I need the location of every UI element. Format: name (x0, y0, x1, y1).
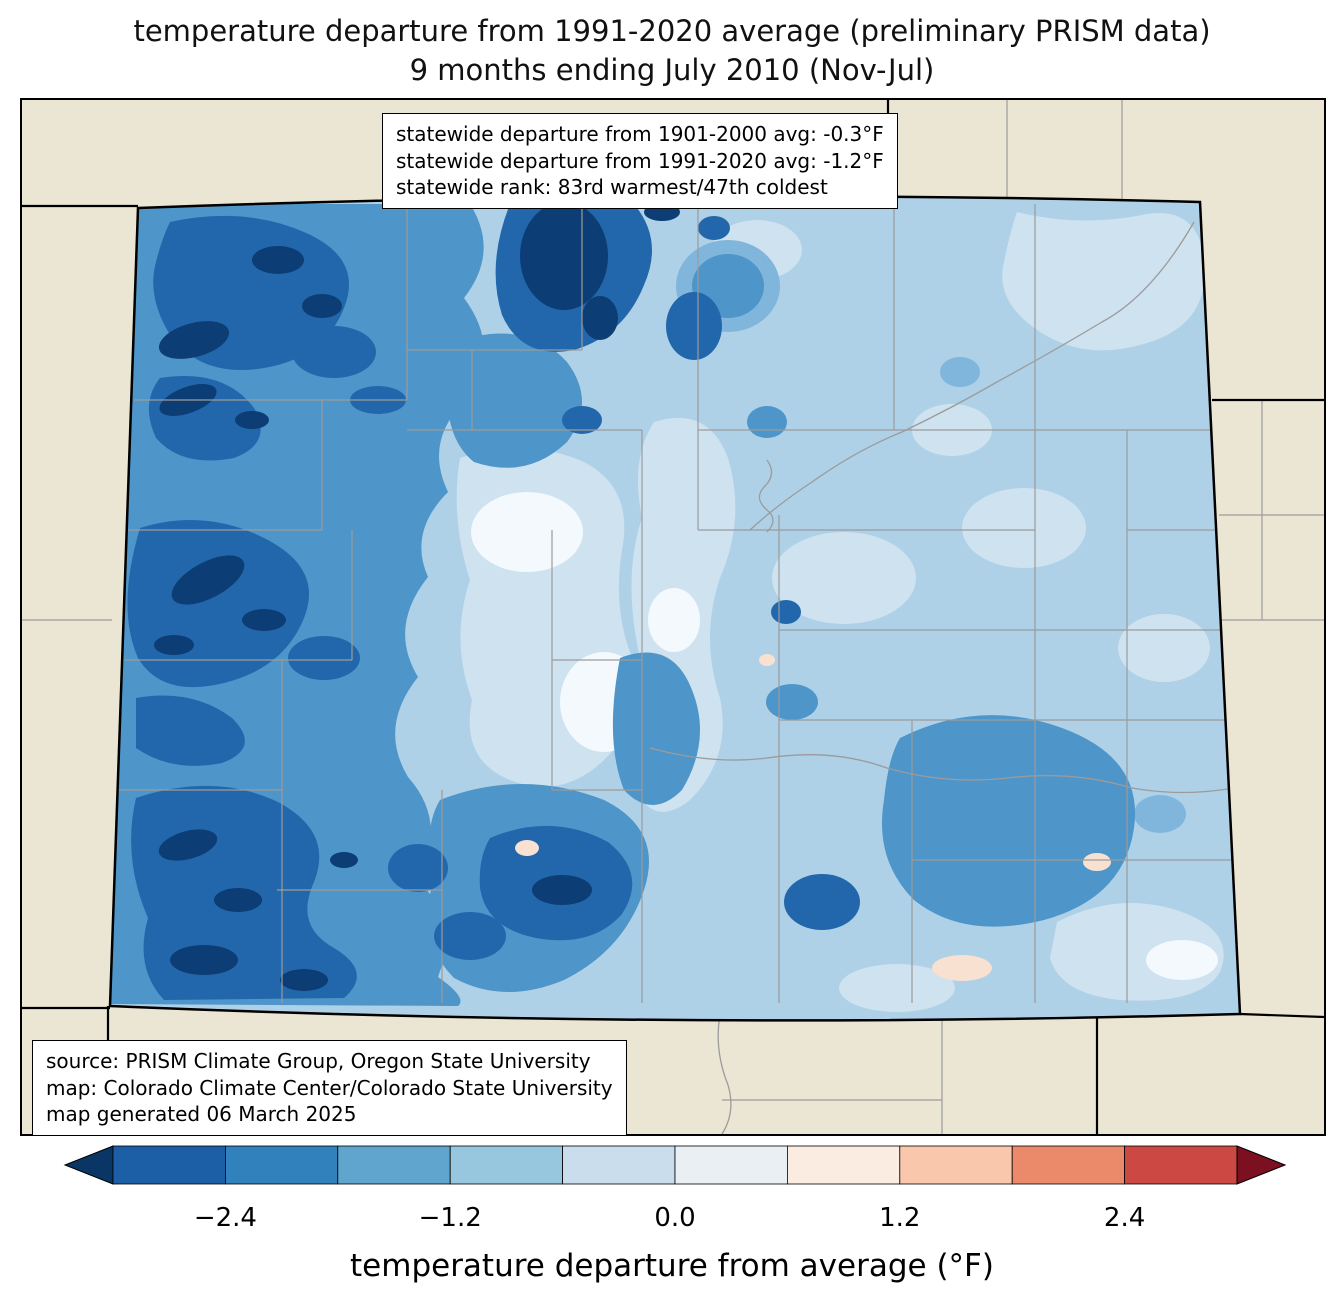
source-line-3: map generated 06 March 2025 (46, 1102, 357, 1127)
colorbar-segment (674, 1145, 788, 1185)
colorbar-segment (1124, 1145, 1238, 1185)
stats-line-3: statewide rank: 83rd warmest/47th coldes… (396, 175, 828, 200)
colorbar-segment (337, 1145, 451, 1185)
contour-pink-group (515, 654, 1111, 981)
map-panel: statewide departure from 1901-2000 avg: … (20, 98, 1326, 1136)
colorbar-tick-labels: −2.4 −1.2 0.0 1.2 2.4 (194, 1203, 1145, 1233)
source-line-1: source: PRISM Climate Group, Oregon Stat… (46, 1049, 591, 1073)
colorbar-tick: 1.2 (879, 1203, 920, 1233)
colorbar-segment (449, 1145, 564, 1185)
colorbar-segment (787, 1145, 901, 1185)
colorbar-segments (112, 1145, 1238, 1185)
colorado-interior (110, 196, 1240, 1021)
title-line-1: temperature departure from 1991-2020 ave… (133, 14, 1211, 48)
river-line-south (717, 1004, 732, 1134)
colorbar: −2.4 −1.2 0.0 1.2 2.4 temperature depart… (0, 1138, 1344, 1298)
source-attribution-box: source: PRISM Climate Group, Oregon Stat… (32, 1040, 627, 1136)
neighbor-county-lines (22, 100, 1324, 1134)
source-line-2: map: Colorado Climate Center/Colorado St… (46, 1075, 613, 1100)
colorbar-segment (899, 1145, 1013, 1185)
colorbar-tick: 2.4 (1104, 1203, 1145, 1233)
colorbar-right-arrow (1236, 1145, 1287, 1185)
figure-title: temperature departure from 1991-2020 ave… (0, 12, 1344, 90)
statewide-stats-box: statewide departure from 1901-2000 avg: … (382, 113, 898, 209)
stats-line-2: statewide departure from 1991-2020 avg: … (396, 148, 884, 173)
colorbar-left-arrow (63, 1145, 114, 1185)
contour-navy-group (154, 202, 680, 991)
colorbar-segment (224, 1145, 339, 1185)
colorbar-tick: 0.0 (654, 1203, 695, 1233)
colorbar-segment (1011, 1145, 1126, 1185)
stats-line-1: statewide departure from 1901-2000 avg: … (396, 122, 884, 146)
river-lines (649, 221, 1235, 794)
colorado-map-svg (22, 100, 1324, 1134)
colorbar-tick: −1.2 (419, 1203, 482, 1233)
colorbar-svg: −2.4 −1.2 0.0 1.2 2.4 temperature depart… (63, 1145, 1287, 1284)
title-line-2: 9 months ending July 2010 (Nov-Jul) (409, 53, 935, 87)
county-lines (114, 204, 1231, 1003)
colorbar-axis-label: temperature departure from average (°F) (350, 1248, 994, 1284)
colorbar-tick: −2.4 (194, 1203, 257, 1233)
colorbar-segment (562, 1145, 676, 1185)
colorbar-segment (112, 1145, 226, 1185)
